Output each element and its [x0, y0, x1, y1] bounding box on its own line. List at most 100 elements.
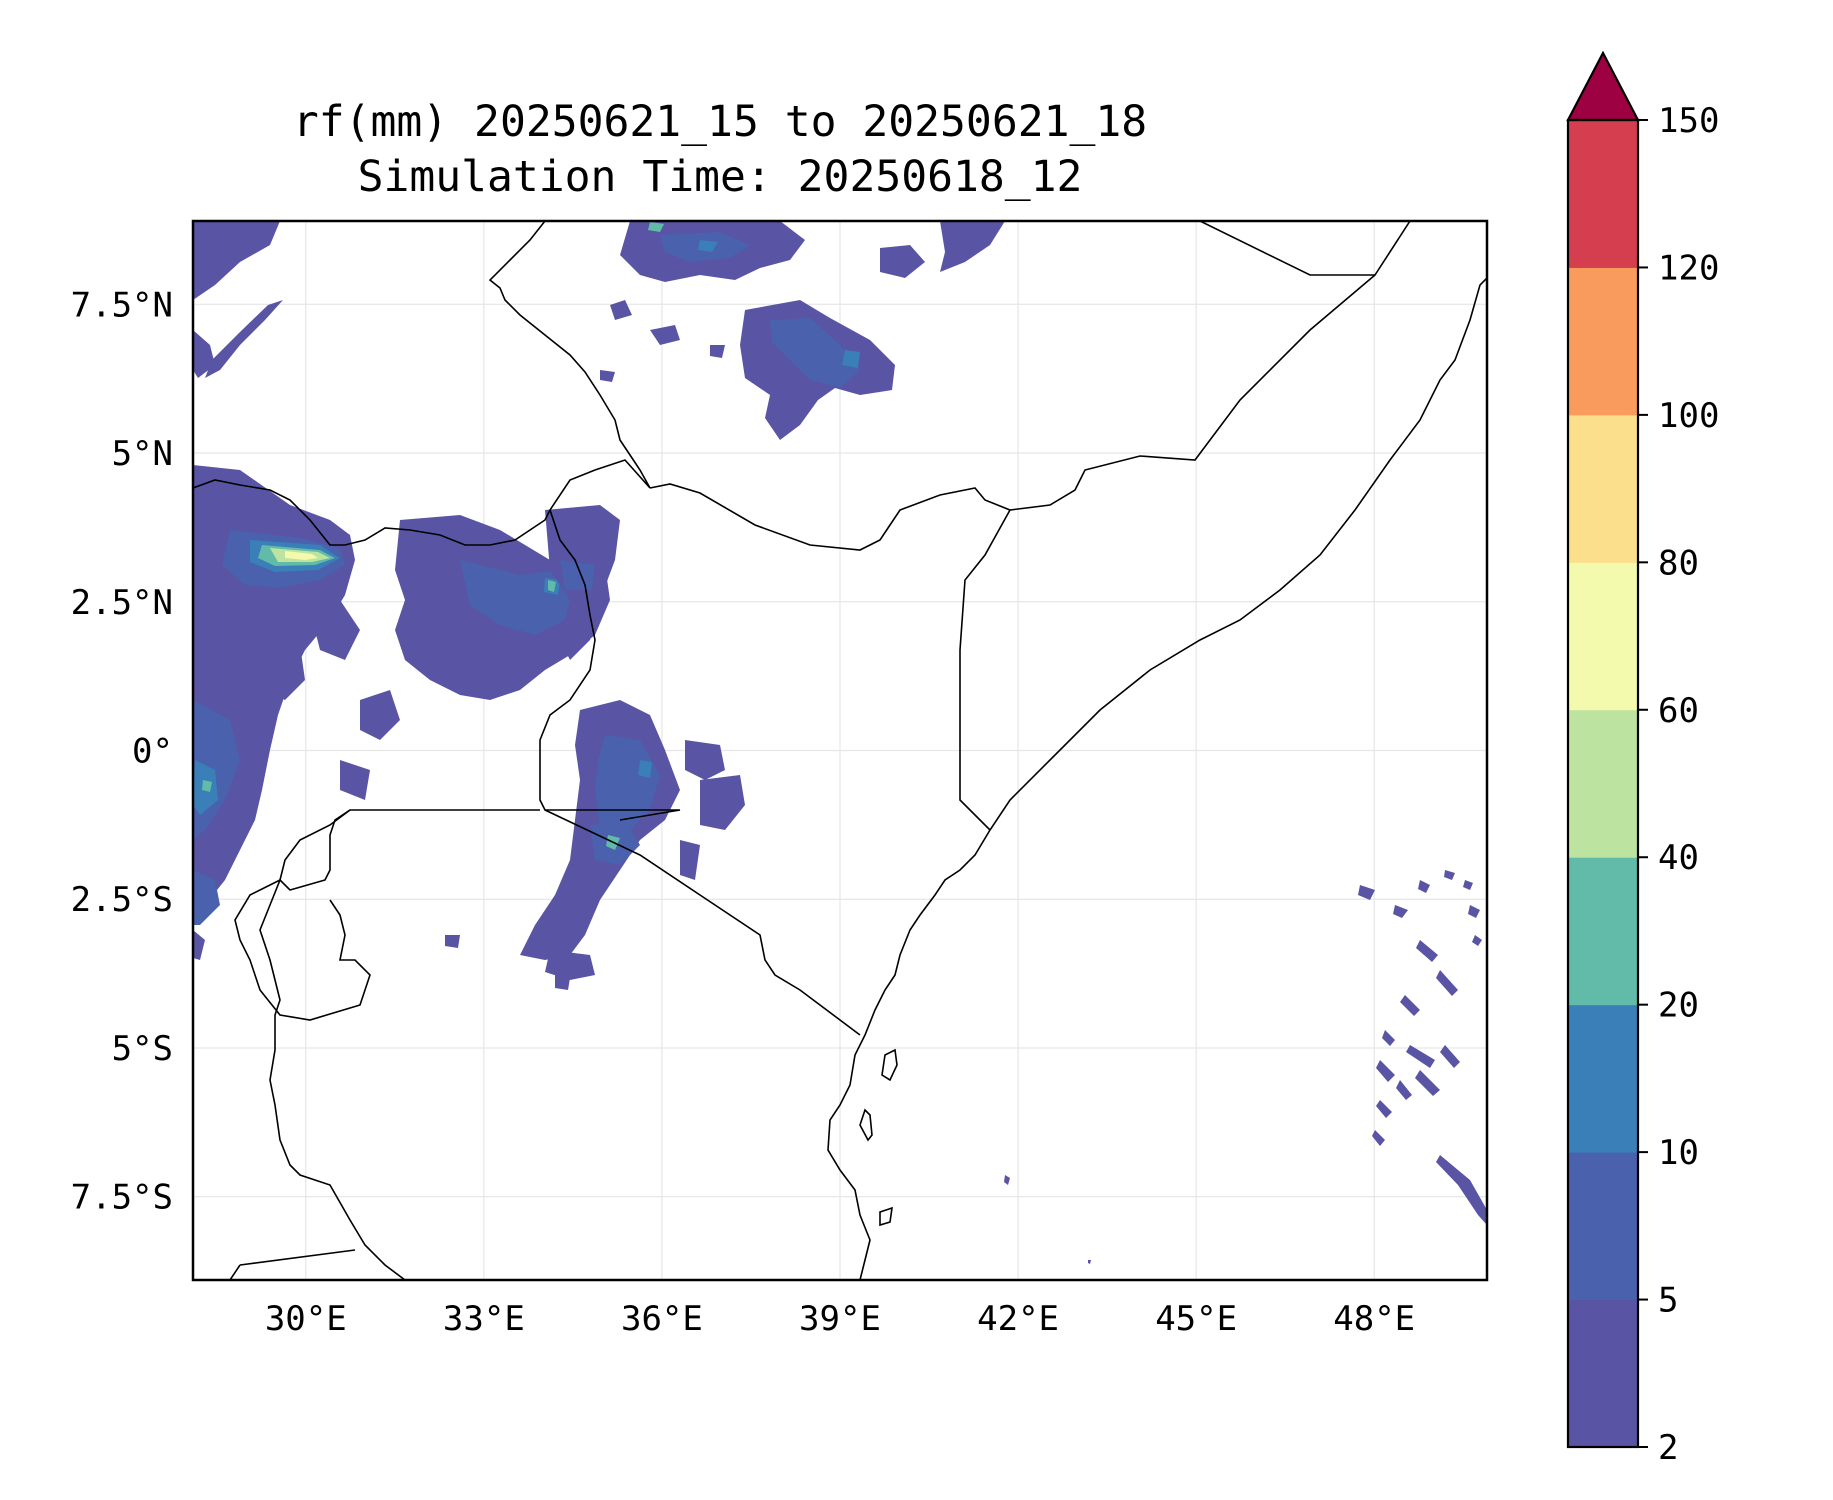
colorbar-segment	[1568, 709, 1638, 858]
plot-title-line2: Simulation Time: 20250618_12	[357, 152, 1083, 202]
colorbar-segment	[1568, 267, 1638, 416]
rain-cell	[555, 975, 570, 990]
rain-cell	[600, 370, 615, 382]
map-panel: 30°E 33°E 36°E 39°E 42°E 45°E 48°E 7.5°N 5°N 2.5…	[71, 219, 1489, 1339]
country-border	[229, 1264, 241, 1280]
colorbar-tick-label: 5	[1658, 1281, 1678, 1321]
x-tick-label: 42°E	[977, 1299, 1059, 1339]
rain-cell	[700, 775, 745, 830]
rain-cell	[310, 600, 360, 660]
y-tick-label: 5°N	[112, 434, 173, 474]
colorbar-segment	[1568, 562, 1638, 711]
colorbar-segment	[1568, 414, 1638, 563]
rain-cell	[610, 300, 632, 320]
island	[859, 1108, 873, 1142]
colorbar-tick-label: 80	[1658, 543, 1699, 583]
rain-cell	[1440, 1045, 1460, 1068]
rain-cell	[1382, 1030, 1395, 1046]
colorbar: 2 5 10 20 40 60 80 100 120 150	[1566, 50, 1719, 1468]
rain-cell	[1004, 1175, 1010, 1185]
plot-title-line1: rf(mm) 20250621_15 to 20250621_18	[292, 97, 1148, 147]
y-axis: 7.5°N 5°N 2.5°N 0° 2.5°S 5°S 7.5°S	[71, 285, 173, 1217]
colorbar-frame	[1566, 118, 1640, 1449]
country-border	[649, 274, 1376, 551]
x-tick-label: 45°E	[1155, 1299, 1237, 1339]
rain-cell	[638, 760, 652, 778]
rain-cell	[1468, 905, 1480, 918]
rain-cell	[360, 690, 400, 740]
rain-cell	[648, 222, 664, 232]
x-tick-label: 48°E	[1333, 1299, 1415, 1339]
rain-cell	[1088, 1260, 1091, 1264]
rain-cell	[1400, 995, 1420, 1016]
rain-cell	[285, 551, 318, 560]
rainfall-shading	[193, 221, 1487, 1264]
country-border	[234, 809, 540, 1021]
map-frame	[191, 219, 1489, 1282]
y-tick-label: 5°S	[112, 1029, 173, 1069]
rain-cell	[1418, 880, 1430, 893]
colorbar-segment	[1568, 120, 1638, 268]
rain-cell	[205, 300, 283, 378]
y-tick-label: 7.5°S	[71, 1178, 173, 1218]
rain-cell	[710, 345, 725, 358]
rain-cell	[650, 325, 680, 345]
x-tick-label: 39°E	[799, 1299, 881, 1339]
country-border	[488, 221, 651, 489]
colorbar-tick-label: 120	[1658, 248, 1719, 288]
rain-cell	[445, 935, 460, 948]
rain-cell	[548, 580, 556, 592]
colorbar-segment	[1568, 857, 1638, 1006]
x-tick-label: 30°E	[265, 1299, 347, 1339]
rain-cell	[880, 245, 925, 278]
country-border	[959, 509, 1011, 831]
y-tick-label: 2.5°S	[71, 880, 173, 920]
rain-cell	[1416, 940, 1438, 962]
y-tick-label: 2.5°N	[71, 583, 173, 623]
island	[881, 1048, 898, 1082]
rain-cell	[1406, 1045, 1435, 1068]
rain-cell	[548, 950, 565, 970]
rain-cell	[1436, 1155, 1487, 1225]
colorbar-tick-label: 100	[1658, 396, 1719, 436]
rain-cell	[1444, 870, 1455, 880]
rain-cell	[1376, 1100, 1392, 1118]
rain-cell	[680, 840, 700, 880]
rain-cell	[560, 560, 595, 590]
colorbar-extend-arrow	[1566, 50, 1640, 122]
colorbar-tick-label: 40	[1658, 838, 1699, 878]
colorbar-tick-label: 20	[1658, 986, 1699, 1026]
rain-cell	[842, 350, 860, 368]
rain-cell	[1376, 1060, 1395, 1082]
island	[879, 1206, 893, 1227]
x-axis: 30°E 33°E 36°E 39°E 42°E 45°E 48°E	[265, 1299, 1415, 1339]
coastline	[827, 277, 1487, 1280]
rain-cell	[770, 318, 860, 388]
rain-cell	[265, 645, 305, 700]
colorbar-segment	[1568, 1152, 1638, 1301]
country-border	[193, 459, 651, 546]
country-border	[259, 809, 406, 1280]
country-border	[239, 1249, 356, 1266]
rain-cell	[202, 780, 212, 792]
coastlines-and-borders	[193, 221, 1487, 1280]
country-border	[544, 809, 861, 1036]
rain-cell	[1393, 905, 1408, 918]
x-tick-label: 33°E	[443, 1299, 525, 1339]
rain-cell	[940, 221, 1005, 272]
rain-cell	[193, 930, 205, 960]
rain-cell	[1396, 1080, 1412, 1100]
rain-cell	[1463, 880, 1473, 890]
rain-cell	[193, 870, 220, 925]
colorbar-tick-label: 60	[1658, 691, 1699, 731]
rain-cell	[1372, 1130, 1385, 1146]
rain-cell	[698, 240, 718, 252]
colorbar-tick-label: 10	[1658, 1133, 1699, 1173]
y-tick-label: 7.5°N	[71, 285, 173, 325]
rain-cell	[193, 221, 280, 300]
rain-cell	[340, 760, 370, 800]
colorbar-segment	[1568, 1299, 1638, 1448]
rain-cell	[1358, 885, 1375, 900]
colorbar-tick-label: 2	[1658, 1428, 1678, 1468]
